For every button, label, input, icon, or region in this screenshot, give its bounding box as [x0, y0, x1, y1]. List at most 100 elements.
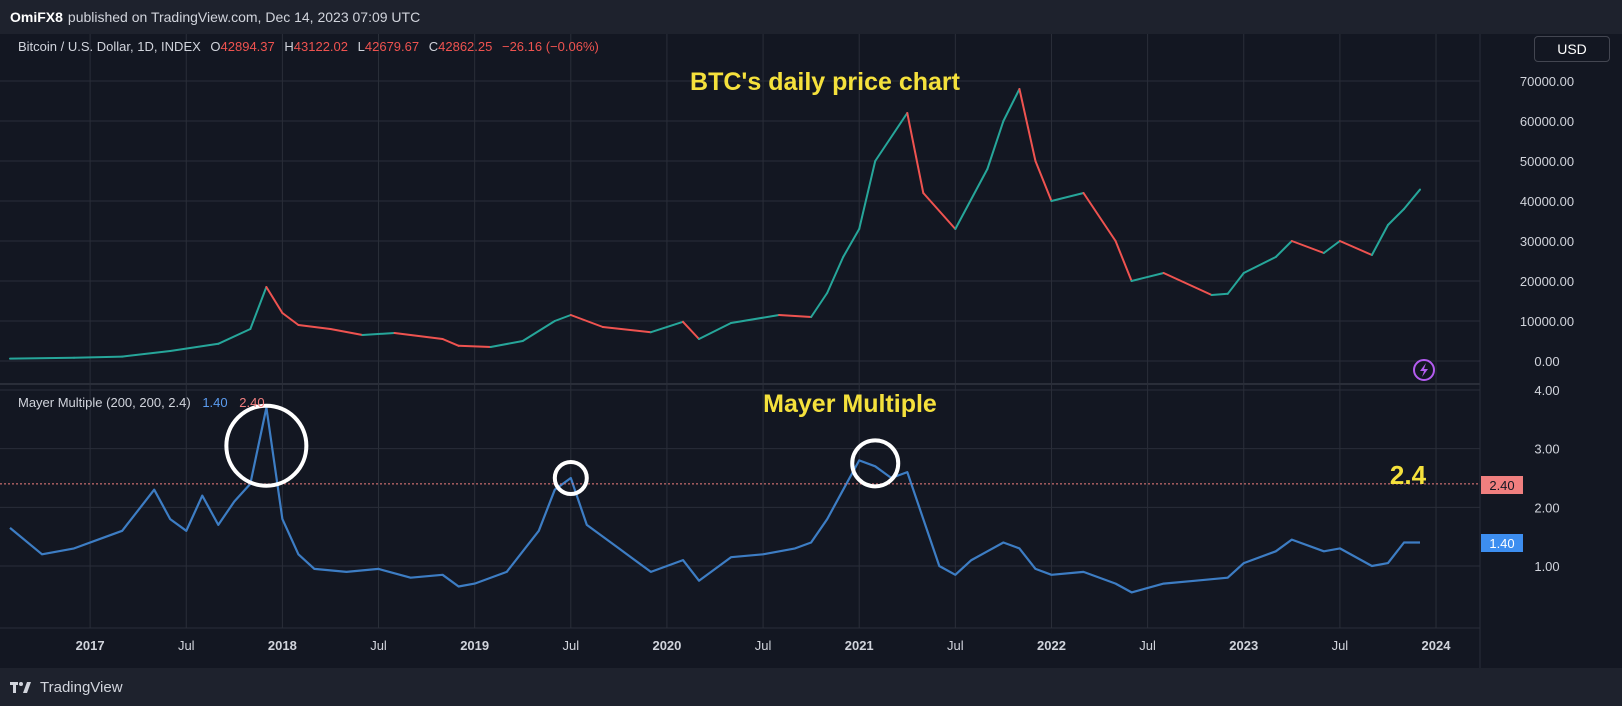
threshold-axis-tag-label: 2.40: [1489, 478, 1514, 493]
price-segment: [1274, 240, 1293, 258]
price-segment: [858, 160, 877, 230]
price-tick-label: 40000.00: [1520, 194, 1574, 209]
open-value: 42894.37: [221, 39, 275, 54]
price-segment: [649, 320, 684, 334]
indicator-legend[interactable]: Mayer Multiple (200, 200, 2.4) 1.40 2.40: [18, 395, 265, 410]
time-tick-label: Jul: [947, 638, 964, 653]
high-value: 43122.02: [294, 39, 348, 54]
price-segment: [697, 322, 733, 340]
mm-annotation: Mayer Multiple: [763, 390, 937, 418]
price-tick-label: 20000.00: [1520, 274, 1574, 289]
time-tick-label: Jul: [178, 638, 195, 653]
low-value: 42679.67: [365, 39, 419, 54]
price-segment: [954, 168, 989, 230]
mm-tick-label: 2.00: [1534, 500, 1559, 515]
price-segment: [681, 320, 700, 340]
time-tick-label: 2021: [845, 638, 874, 653]
price-segment: [874, 112, 909, 162]
price-segment: [1322, 240, 1341, 254]
price-segment: [1082, 192, 1117, 242]
price-segment: [569, 314, 604, 328]
publish-header: OmiFX8 published on TradingView.com, Dec…: [0, 0, 1622, 34]
tradingview-logo-icon[interactable]: [10, 680, 32, 694]
price-segment: [778, 314, 813, 318]
price-segment: [1114, 240, 1133, 282]
footer-brand[interactable]: TradingView: [40, 678, 123, 696]
price-segment: [217, 328, 252, 345]
mm-tick-label: 1.00: [1534, 559, 1559, 574]
price-segment: [1034, 160, 1053, 202]
mm-axis-labels[interactable]: 1.00 2.00 3.00 4.00: [1534, 383, 1559, 574]
time-axis-labels[interactable]: 2017 Jul 2018 Jul 2019 Jul 2020 Jul 2021 Jul 2022 J…: [76, 638, 1452, 653]
time-tick-label: 2024: [1422, 638, 1452, 653]
price-tick-label: 10000.00: [1520, 314, 1574, 329]
price-segment: [1290, 240, 1325, 254]
price-segment: [9, 356, 76, 360]
price-segment: [265, 286, 284, 314]
price-segment: [249, 286, 268, 330]
price-segment: [121, 350, 172, 358]
time-tick-label: Jul: [755, 638, 772, 653]
price-tick-label: 50000.00: [1520, 154, 1574, 169]
price-segment: [393, 332, 444, 340]
price-segment: [1162, 272, 1213, 296]
chart-svg[interactable]: 0.00 10000.00 20000.00 30000.00 40000.00 5000…: [0, 34, 1622, 668]
price-axis-labels[interactable]: 0.00 10000.00 20000.00 30000.00 40000.00 5000…: [1520, 74, 1574, 369]
publisher-name[interactable]: OmiFX8: [10, 9, 63, 25]
price-tick-label: 30000.00: [1520, 234, 1574, 249]
time-tick-label: 2019: [460, 638, 489, 653]
price-segment: [521, 320, 556, 342]
price-segment: [810, 292, 829, 318]
price-segment: [1210, 292, 1229, 296]
price-segment: [922, 192, 957, 230]
mm-tick-label: 4.00: [1534, 383, 1559, 398]
mm-current-axis-tag: [1481, 534, 1523, 552]
price-segment: [1002, 88, 1021, 122]
price-segment: [1386, 208, 1405, 226]
price-legend: Bitcoin / U.S. Dollar, 1D, INDEX O42894.…: [18, 39, 599, 54]
price-chart-annotation: BTC's daily price chart: [690, 68, 961, 96]
price-segment: [1370, 224, 1389, 256]
price-segment: [329, 328, 364, 336]
time-tick-label: 2017: [76, 638, 105, 653]
time-tick-label: Jul: [1332, 638, 1349, 653]
price-segment: [1018, 88, 1037, 162]
mm-line: [9, 406, 1420, 594]
price-series: [9, 88, 1421, 360]
time-tick-label: 2023: [1229, 638, 1258, 653]
price-segment: [281, 312, 300, 326]
price-segment: [1242, 256, 1277, 274]
lightning-icon[interactable]: [1413, 359, 1435, 381]
price-segment: [441, 338, 460, 347]
price-segment: [730, 314, 781, 324]
price-tick-label: 70000.00: [1520, 74, 1574, 89]
time-tick-label: Jul: [562, 638, 579, 653]
price-segment: [1402, 188, 1421, 210]
price-segment: [826, 256, 845, 294]
price-segment: [1338, 240, 1373, 256]
price-segment: [1050, 192, 1085, 202]
currency-button[interactable]: USD: [1534, 36, 1610, 62]
price-segment: [457, 344, 492, 348]
threshold-annotation: 2.4: [1390, 460, 1427, 490]
price-segment: [906, 112, 925, 194]
price-segment: [73, 355, 124, 359]
price-tick-label: 60000.00: [1520, 114, 1574, 129]
price-segment: [489, 340, 524, 348]
price-segment: [553, 314, 572, 322]
peak-circle-2019: [552, 460, 589, 496]
symbol-label: Bitcoin / U.S. Dollar, 1D, INDEX: [18, 39, 201, 54]
chart-area[interactable]: 0.00 10000.00 20000.00 30000.00 40000.00 5000…: [0, 34, 1622, 668]
time-tick-label: Jul: [1139, 638, 1156, 653]
threshold-axis-tag: [1481, 476, 1523, 494]
price-segment: [297, 324, 332, 330]
price-tick-label: 0.00: [1534, 354, 1559, 369]
time-tick-label: Jul: [370, 638, 387, 653]
change-value: −26.16 (−0.06%): [502, 39, 599, 54]
close-value: 42862.25: [438, 39, 492, 54]
indicator-value-1: 1.40: [202, 395, 227, 410]
peak-circle-2017: [224, 403, 309, 488]
indicator-name: Mayer Multiple (200, 200, 2.4): [18, 395, 191, 410]
peak-circle-2021: [850, 438, 901, 489]
chart-background: [0, 34, 1622, 668]
